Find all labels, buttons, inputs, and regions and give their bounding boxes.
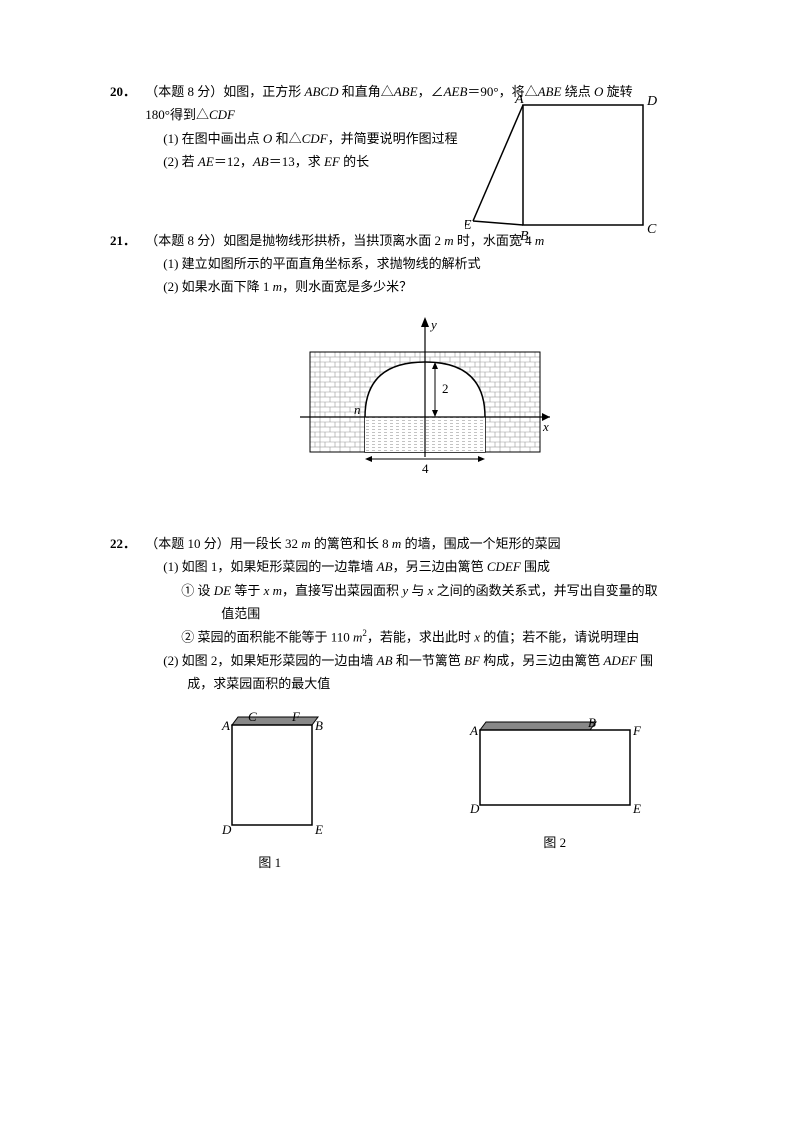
- problem-20: 20． （本题 8 分）如图，正方形 ABCD 和直角△ABE，∠AEB＝90°…: [110, 80, 705, 174]
- subpart: (2) 如图 2，如果矩形菜园的一边由墙 AB 和一节篱笆 BF 构成，另三边由…: [145, 649, 704, 696]
- var: EF: [324, 154, 340, 169]
- var: AB: [377, 653, 393, 668]
- svg-text:4: 4: [422, 461, 429, 476]
- text: 值范围: [181, 602, 260, 625]
- text: 等于: [231, 583, 264, 598]
- text: (2) 如果水面下降 1: [163, 279, 272, 294]
- text: ，若能，求出此时: [367, 630, 474, 645]
- text: 围: [637, 653, 653, 668]
- svg-text:D: D: [221, 822, 232, 837]
- svg-text:A: A: [514, 95, 524, 107]
- text: 的篱笆和长 8: [311, 536, 392, 551]
- text: (2) 如图 2，如果矩形菜园的一边由墙: [163, 653, 376, 668]
- var: AB: [377, 559, 393, 574]
- text: 围成: [521, 559, 550, 574]
- text: （本题 8 分）如图是抛物线形拱桥，当拱顶离水面 2: [145, 233, 444, 248]
- var: m: [392, 536, 401, 551]
- svg-text:E: E: [632, 801, 641, 816]
- var: CDEF: [487, 559, 521, 574]
- svg-text:E: E: [314, 822, 323, 837]
- var: m: [535, 233, 544, 248]
- text: （本题 8 分）如图，正方形: [145, 84, 304, 99]
- svg-text:2: 2: [442, 381, 449, 396]
- var: AE: [198, 154, 214, 169]
- svg-text:B: B: [315, 718, 323, 733]
- svg-text:D: D: [646, 95, 657, 109]
- text: 成，求菜园面积的最大值: [163, 672, 330, 695]
- svg-text:n: n: [354, 402, 361, 417]
- text: ① 设: [181, 583, 214, 598]
- text: 的值；若不能，请说明理由: [480, 630, 639, 645]
- problem-22: 22． （本题 10 分）用一段长 32 m 的篱笆和长 8 m 的墙，围成一个…: [110, 532, 705, 875]
- text: 的墙，围成一个矩形的菜园: [401, 536, 560, 551]
- text: ，另三边由篱笆: [393, 559, 487, 574]
- var: AB: [253, 154, 269, 169]
- svg-text:y: y: [429, 317, 437, 332]
- svg-text:F: F: [632, 723, 642, 738]
- var: m: [353, 630, 362, 645]
- figure-svg: A B F D E: [460, 710, 650, 820]
- text: 的长: [340, 154, 369, 169]
- figure-21: y x n 2 4: [145, 317, 704, 477]
- var: O: [263, 131, 272, 146]
- text: 之间的函数关系式，并写出自变量的取: [433, 583, 657, 598]
- var: AEB: [444, 84, 468, 99]
- figure-caption: 图 1: [200, 851, 340, 874]
- figure-caption: 图 2: [460, 831, 650, 854]
- var: BF: [464, 653, 480, 668]
- problem-body: （本题 8 分）如图是抛物线形拱桥，当拱顶离水面 2 m 时，水面宽 4 m (…: [145, 229, 704, 477]
- figure-22-1: A B C F D E 图 1: [200, 710, 340, 875]
- text: 时，水面宽 4: [454, 233, 535, 248]
- subsubpart: ① 设 DE 等于 x m，直接写出菜园面积 y 与 x 之间的函数关系式，并写…: [145, 579, 704, 626]
- text: (1) 在图中画出点: [163, 131, 263, 146]
- var: m: [273, 583, 282, 598]
- text: ＝13，求: [269, 154, 324, 169]
- text: (1) 如图 1，如果矩形菜园的一边靠墙: [163, 559, 376, 574]
- figure-svg: A D B C E: [465, 95, 675, 245]
- problem-number: 21．: [110, 229, 142, 252]
- svg-text:x: x: [542, 419, 549, 434]
- var: CDF: [302, 131, 328, 146]
- text: ② 菜园的面积能不能等于 110: [181, 630, 353, 645]
- var: ADEF: [603, 653, 636, 668]
- problem-body: （本题 10 分）用一段长 32 m 的篱笆和长 8 m 的墙，围成一个矩形的菜…: [145, 532, 704, 875]
- text: （本题 10 分）用一段长 32: [145, 536, 301, 551]
- var: m: [273, 279, 282, 294]
- text: 和直角△: [338, 84, 393, 99]
- svg-text:C: C: [248, 710, 257, 724]
- text: 和△: [272, 131, 301, 146]
- svg-text:F: F: [291, 710, 301, 724]
- figure-svg: y x n 2 4: [300, 317, 550, 477]
- text: 180°得到△: [145, 107, 209, 122]
- text: (2) 若: [163, 154, 198, 169]
- subsubpart: ② 菜园的面积能不能等于 110 m2，若能，求出此时 x 的值；若不能，请说明…: [145, 625, 704, 649]
- var: m: [301, 536, 310, 551]
- subpart: (1) 建立如图所示的平面直角坐标系，求抛物线的解析式: [145, 252, 704, 275]
- text: ，直接写出菜园面积: [282, 583, 402, 598]
- text: ＝12，: [214, 154, 253, 169]
- var: ABE: [394, 84, 418, 99]
- problem-number: 20．: [110, 80, 142, 103]
- svg-text:D: D: [469, 801, 480, 816]
- var: m: [444, 233, 453, 248]
- var: ABCD: [305, 84, 339, 99]
- problem-number: 22．: [110, 532, 142, 555]
- subpart: (2) 如果水面下降 1 m，则水面宽是多少米？: [145, 275, 704, 298]
- text: 和一节篱笆: [393, 653, 465, 668]
- text: 构成，另三边由篱笆: [480, 653, 604, 668]
- text: ，则水面宽是多少米？: [282, 279, 412, 294]
- svg-text:A: A: [221, 718, 230, 733]
- var: CDF: [209, 107, 235, 122]
- subpart: (1) 如图 1，如果矩形菜园的一边靠墙 AB，另三边由篱笆 CDEF 围成: [145, 555, 704, 578]
- svg-text:A: A: [469, 723, 478, 738]
- figure-svg: A B C F D E: [200, 710, 340, 840]
- text: ，∠: [418, 84, 444, 99]
- figure-row: A B C F D E 图 1 A B F D E: [145, 710, 704, 875]
- problem-21: 21． （本题 8 分）如图是抛物线形拱桥，当拱顶离水面 2 m 时，水面宽 4…: [110, 229, 705, 477]
- text: 与: [408, 583, 428, 598]
- svg-text:B: B: [588, 715, 596, 730]
- text: ，并简要说明作图过程: [328, 131, 458, 146]
- figure-22-2: A B F D E 图 2: [460, 710, 650, 875]
- var: DE: [214, 583, 231, 598]
